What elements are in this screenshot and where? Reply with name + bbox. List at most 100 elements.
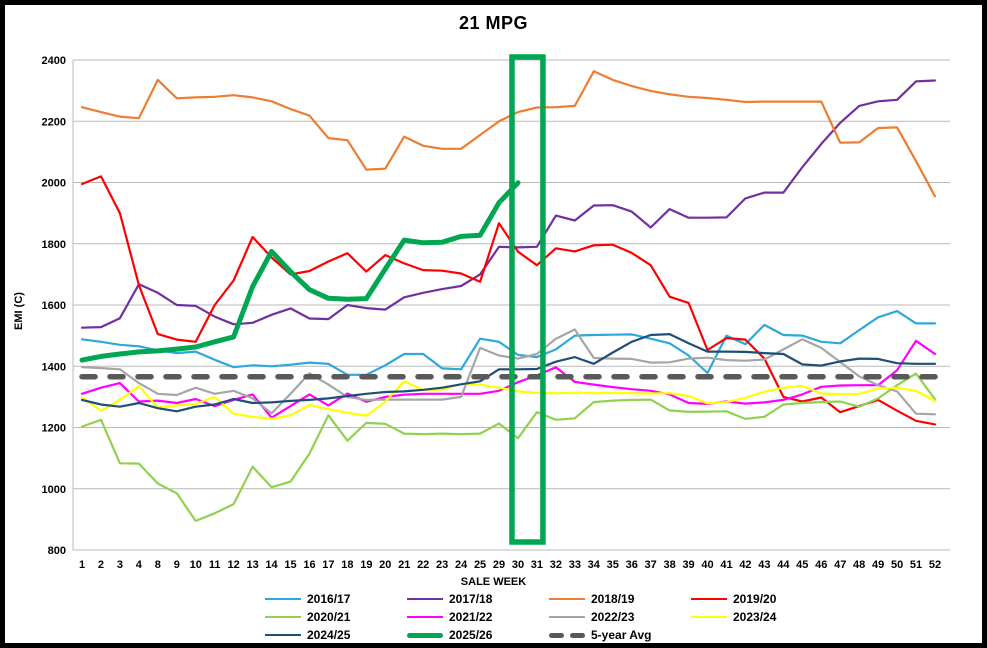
x-axis-title: SALE WEEK — [460, 576, 527, 588]
x-tick-label: 11 — [209, 559, 221, 571]
series-line-2021-22 — [80, 339, 937, 419]
x-tick-label: 2 — [98, 559, 104, 571]
x-tick-label: 41 — [720, 559, 732, 571]
x-tick-label: 15 — [284, 559, 296, 571]
x-tick-label: 31 — [531, 559, 543, 571]
x-tick-label: 50 — [891, 559, 903, 571]
x-tick-label: 38 — [663, 559, 675, 571]
y-tick-label: 2400 — [42, 55, 66, 67]
legend-label: 2024/25 — [307, 628, 351, 642]
y-tick-label: 800 — [48, 545, 66, 557]
y-tick-label: 1600 — [42, 300, 66, 312]
x-tick-label: 52 — [929, 559, 941, 571]
x-tick-label: 40 — [701, 559, 713, 571]
series-line-2017-18 — [80, 79, 937, 329]
x-tick-label: 46 — [815, 559, 827, 571]
legend-item-2021-22: 2021/22 — [407, 610, 549, 624]
legend-item-2020-21: 2020/21 — [265, 610, 407, 624]
x-tick-label: 30 — [512, 559, 524, 571]
legend-label: 2025/26 — [449, 628, 493, 642]
x-tick-label: 35 — [607, 559, 619, 571]
series-line-2025-26 — [79, 180, 521, 363]
legend-label: 2020/21 — [307, 610, 351, 624]
x-tick-label: 44 — [777, 559, 790, 571]
x-tick-label: 13 — [246, 559, 258, 571]
x-tick-label: 1 — [79, 559, 85, 571]
legend-item-2022-23: 2022/23 — [549, 610, 691, 624]
legend-item-2019-20: 2019/20 — [691, 592, 833, 606]
legend-label: 2019/20 — [733, 592, 777, 606]
legend-item-5-year-avg: 5-year Avg — [549, 628, 691, 642]
legend-item-2023-24: 2023/24 — [691, 610, 833, 624]
x-tick-label: 32 — [550, 559, 562, 571]
series-line-2022-23 — [80, 328, 937, 416]
x-tick-label: 51 — [910, 559, 922, 571]
x-tick-label: 24 — [455, 559, 468, 571]
series-line-2016-17 — [80, 310, 937, 376]
x-tick-label: 4 — [136, 559, 143, 571]
y-axis-title: EMI (C) — [13, 292, 25, 330]
highlight-box — [509, 54, 546, 545]
x-tick-label: 48 — [853, 559, 865, 571]
y-tick-label: 1000 — [42, 484, 66, 496]
x-tick-label: 16 — [303, 559, 315, 571]
legend-swatch-line — [691, 616, 727, 618]
legend-item-2016-17: 2016/17 — [265, 592, 407, 606]
legend-swatch-line — [265, 598, 301, 600]
x-tick-label: 18 — [341, 559, 353, 571]
legend-swatch-line — [549, 598, 585, 600]
legend-label: 5-year Avg — [591, 628, 652, 642]
x-tick-label: 17 — [322, 559, 334, 571]
y-tick-label: 1400 — [42, 361, 66, 373]
legend-item-2017-18: 2017/18 — [407, 592, 549, 606]
x-tick-label: 42 — [739, 559, 751, 571]
legend-swatch-dashes — [549, 632, 585, 638]
series-line-2023-24 — [80, 380, 937, 420]
x-tick-label: 8 — [155, 559, 161, 571]
x-tick-label: 21 — [398, 559, 410, 571]
legend-item-2024-25: 2024/25 — [265, 628, 407, 642]
legend-swatch-line — [691, 598, 727, 600]
series-line-2018-19 — [80, 70, 937, 198]
chart-legend: 2016/17 2017/18 2018/19 2019/20 2020/21 2021/… — [265, 590, 833, 643]
x-tick-label: 3 — [117, 559, 123, 571]
legend-label: 2017/18 — [449, 592, 493, 606]
x-tick-label: 9 — [174, 559, 180, 571]
x-tick-label: 19 — [360, 559, 372, 571]
chart-title: 21 MPG — [458, 13, 529, 33]
legend-label: 2023/24 — [733, 610, 777, 624]
x-tick-label: 49 — [872, 559, 884, 571]
x-tick-label: 34 — [588, 559, 601, 571]
legend-label: 2018/19 — [591, 592, 635, 606]
x-tick-label: 39 — [682, 559, 694, 571]
legend-item-2018-19: 2018/19 — [549, 592, 691, 606]
legend-item-2025-26: 2025/26 — [407, 628, 549, 642]
x-tick-label: 14 — [265, 559, 278, 571]
y-tick-label: 2000 — [42, 178, 66, 190]
x-tick-label: 37 — [645, 559, 657, 571]
series-line-2020-21 — [80, 372, 937, 522]
x-tick-label: 10 — [190, 559, 202, 571]
legend-swatch-line — [265, 616, 301, 618]
y-tick-label: 2200 — [42, 116, 66, 128]
x-tick-label: 47 — [834, 559, 846, 571]
x-tick-label: 25 — [474, 559, 486, 571]
x-tick-label: 22 — [417, 559, 429, 571]
x-tick-label: 23 — [436, 559, 448, 571]
y-tick-label: 1800 — [42, 239, 66, 251]
legend-label: 2016/17 — [307, 592, 351, 606]
x-tick-label: 45 — [796, 559, 808, 571]
x-tick-label: 12 — [228, 559, 240, 571]
legend-swatch-line — [407, 598, 443, 600]
legend-swatch-line — [407, 616, 443, 618]
x-tick-label: 43 — [758, 559, 770, 571]
legend-swatch-line — [265, 634, 301, 636]
legend-label: 2021/22 — [449, 610, 493, 624]
x-tick-label: 20 — [379, 559, 391, 571]
series-line-2024-25 — [80, 333, 937, 413]
series-line-2019-20 — [80, 175, 937, 426]
y-tick-label: 1200 — [42, 423, 66, 435]
legend-swatch-line — [549, 616, 585, 618]
